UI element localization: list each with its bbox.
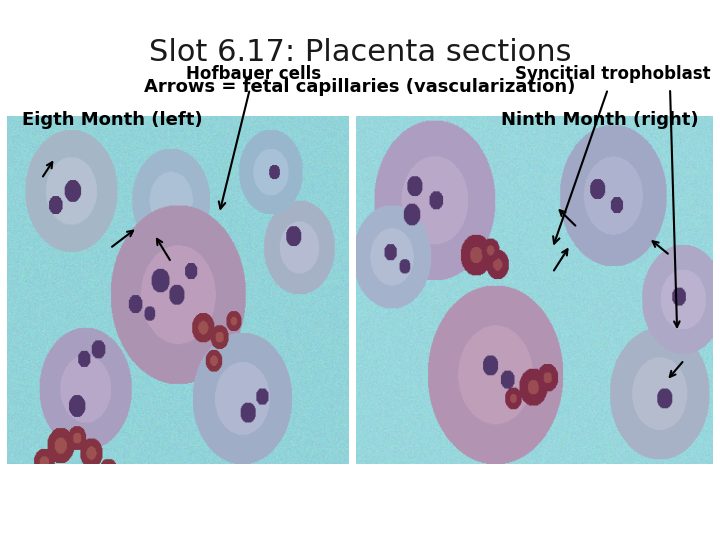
Text: Slot 6.17: Placenta sections: Slot 6.17: Placenta sections [149, 38, 571, 67]
Text: Syncitial trophoblast: Syncitial trophoblast [516, 65, 711, 244]
Text: Ninth Month (right): Ninth Month (right) [501, 111, 698, 129]
Text: Hofbauer cells: Hofbauer cells [186, 65, 321, 208]
Text: Eigth Month (left): Eigth Month (left) [22, 111, 202, 129]
Text: Arrows = fetal capillaries (vascularization): Arrows = fetal capillaries (vascularizat… [144, 78, 576, 96]
